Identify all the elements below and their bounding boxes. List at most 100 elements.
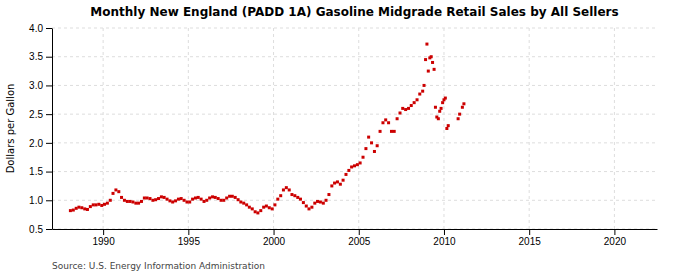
tick-label: 2010: [433, 236, 456, 247]
tick-mark: [103, 229, 104, 235]
point: [94, 203, 97, 206]
tick-mark: [529, 229, 530, 235]
point: [205, 199, 208, 202]
point: [265, 205, 268, 208]
tick-mark: [46, 114, 52, 115]
grid-line-x: [103, 28, 104, 229]
point: [444, 97, 447, 100]
point: [353, 164, 356, 167]
tick: 1990: [93, 229, 116, 247]
tick: 3.5: [29, 51, 52, 62]
point: [290, 193, 293, 196]
tick: 2.5: [29, 109, 52, 120]
point: [434, 106, 437, 109]
tick-label: 1995: [178, 236, 201, 247]
point: [418, 93, 421, 96]
point: [393, 130, 396, 133]
grid-line-y: [52, 28, 657, 29]
point: [390, 130, 393, 133]
point: [305, 205, 308, 208]
point: [379, 130, 382, 133]
point: [350, 165, 353, 168]
point: [151, 199, 154, 202]
point: [231, 195, 234, 198]
point: [381, 121, 384, 124]
point: [313, 202, 316, 205]
point: [310, 206, 313, 209]
point: [362, 156, 365, 159]
point: [327, 193, 330, 196]
point: [157, 197, 160, 200]
point: [120, 196, 123, 199]
grid-line-y: [52, 142, 657, 143]
tick: 0.5: [29, 224, 52, 235]
point: [288, 188, 291, 191]
point: [421, 90, 424, 93]
point: [148, 197, 151, 200]
point: [279, 194, 282, 197]
point: [222, 199, 225, 202]
tick-label: 1.5: [29, 166, 43, 177]
point: [143, 196, 146, 199]
point: [194, 196, 197, 199]
point: [80, 206, 83, 209]
tick: 1.0: [29, 195, 52, 206]
tick: 4.0: [29, 23, 52, 34]
point: [200, 198, 203, 201]
point: [191, 198, 194, 201]
point: [273, 203, 276, 206]
point: [322, 202, 325, 205]
point: [384, 118, 387, 121]
point: [342, 179, 345, 182]
point: [254, 210, 257, 213]
point: [137, 202, 140, 205]
tick-mark: [46, 85, 52, 86]
point: [217, 197, 220, 200]
x-axis: 1990199520002005201020152020: [53, 229, 658, 247]
point: [387, 121, 390, 124]
point: [256, 211, 259, 214]
point: [234, 196, 237, 199]
point: [131, 201, 134, 204]
tick-label: 3.5: [29, 51, 43, 62]
point: [160, 195, 163, 198]
grid-line-y: [52, 85, 657, 86]
point: [242, 202, 245, 205]
tick-label: 2020: [604, 236, 627, 247]
point: [171, 201, 174, 204]
point: [437, 117, 440, 120]
point: [325, 199, 328, 202]
point: [129, 200, 132, 203]
tick: 1.5: [29, 166, 52, 177]
point: [302, 201, 305, 204]
point: [106, 202, 109, 205]
tick: 2015: [519, 229, 542, 247]
point: [134, 202, 137, 205]
point: [293, 194, 296, 197]
point: [299, 198, 302, 201]
point: [211, 195, 214, 198]
point: [347, 169, 350, 172]
point: [404, 108, 407, 111]
point: [168, 199, 171, 202]
point: [203, 200, 206, 203]
tick-label: 2.0: [29, 138, 43, 149]
point: [248, 206, 251, 209]
point: [268, 206, 271, 209]
point: [262, 206, 265, 209]
point: [457, 117, 460, 120]
point: [373, 150, 376, 153]
point: [220, 199, 223, 202]
point: [208, 196, 211, 199]
point: [344, 173, 347, 176]
point: [447, 124, 450, 127]
plot-area: 19901995200020052010201520200.51.01.52.0…: [29, 23, 657, 247]
tick-mark: [46, 57, 52, 58]
tick: 1995: [178, 229, 201, 247]
tick-mark: [46, 172, 52, 173]
point: [364, 147, 367, 150]
grid-line-x: [443, 28, 444, 229]
point: [97, 203, 100, 206]
point: [123, 199, 126, 202]
point: [427, 70, 430, 73]
